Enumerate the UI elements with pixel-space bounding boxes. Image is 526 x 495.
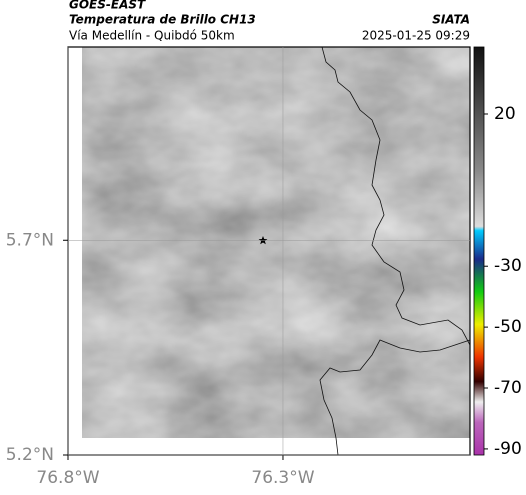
colorbar-tick-label: -70	[494, 378, 522, 398]
coastline	[319, 46, 471, 456]
satellite-image	[82, 47, 470, 438]
colorbar	[473, 46, 485, 456]
title: Temperatura de Brillo CH13	[69, 13, 256, 27]
x-tick-label: 76.8°W	[36, 468, 99, 488]
colorbar-tick-label: -50	[494, 317, 522, 337]
colorbar-tick-label: -30	[494, 256, 522, 276]
x-tick-label: 76.3°W	[251, 468, 314, 488]
agency: SIATA	[432, 13, 470, 27]
colorbar-tick-label: -90	[494, 439, 522, 459]
y-tick-label: 5.2°N	[6, 445, 54, 465]
timestamp: 2025-01-25 09:29	[362, 29, 470, 43]
source: GOES-EAST	[69, 0, 146, 12]
colorbar-tick-label: 20	[494, 104, 516, 124]
subtitle: Vía Medellín - Quibdó 50km	[69, 29, 235, 43]
y-tick-label: 5.7°N	[6, 230, 54, 250]
